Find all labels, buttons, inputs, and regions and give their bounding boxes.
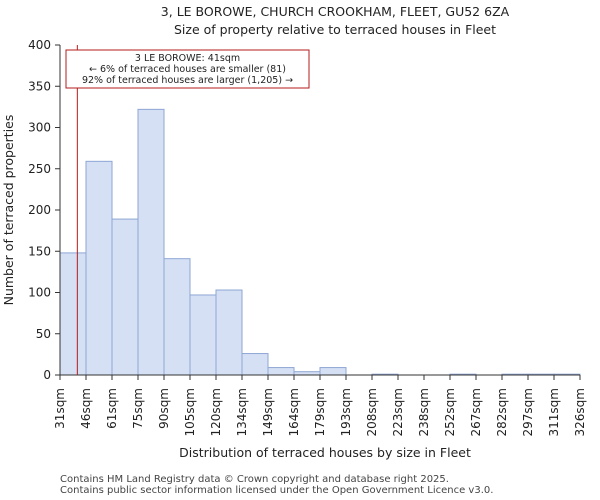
bar-120sqm	[215, 289, 243, 376]
bars-group	[59, 108, 581, 376]
chart-subtitle: Size of property relative to terraced ho…	[174, 22, 496, 37]
x-axis: 31sqm 46sqm 61sqm 75sqm 90sqm 105sqm 120sqm 134…	[53, 374, 587, 436]
bar-46sqm	[85, 160, 113, 376]
bar-134sqm	[241, 353, 269, 376]
bar-90sqm	[163, 258, 191, 376]
x-tick-label: 75sqm	[131, 388, 145, 429]
footer-licence: Contains public sector information licen…	[60, 485, 494, 496]
y-axis: 0 50 100 150 200 250 300 350 400	[28, 38, 61, 382]
x-tick-label: 164sqm	[287, 388, 301, 436]
x-tick-label: 134sqm	[235, 388, 249, 436]
x-tick-label: 149sqm	[261, 388, 275, 436]
x-tick-label: 90sqm	[157, 388, 171, 429]
x-tick-label: 223sqm	[391, 388, 405, 436]
x-tick-label: 120sqm	[209, 388, 223, 436]
y-tick-label: 100	[28, 286, 51, 300]
annotation-larger: 92% of terraced houses are larger (1,205…	[82, 75, 293, 86]
y-tick-label: 250	[28, 162, 51, 176]
x-axis-label: Distribution of terraced houses by size …	[179, 445, 471, 460]
x-tick-label: 326sqm	[573, 388, 587, 436]
y-tick-label: 300	[28, 121, 51, 135]
annotation-smaller: ← 6% of terraced houses are smaller (81)	[89, 64, 286, 75]
x-tick-label: 252sqm	[443, 388, 457, 436]
bar-105sqm	[189, 294, 217, 376]
y-axis-label: Number of terraced properties	[1, 115, 16, 306]
annotation-box	[65, 49, 310, 89]
bar-61sqm	[111, 218, 139, 376]
x-tick-label: 311sqm	[547, 388, 561, 436]
y-tick-label: 0	[43, 368, 51, 382]
x-tick-label: 208sqm	[365, 388, 379, 436]
x-tick-label: 282sqm	[495, 388, 509, 436]
x-tick-label: 61sqm	[105, 388, 119, 429]
y-tick-label: 50	[36, 327, 51, 341]
bar-31sqm	[59, 252, 87, 376]
y-tick-label: 400	[28, 38, 51, 52]
x-tick-label: 31sqm	[53, 388, 67, 429]
footer-copyright: Contains HM Land Registry data © Crown c…	[60, 474, 449, 485]
annotation-title: 3 LE BOROWE: 41sqm	[135, 53, 240, 64]
x-tick-label: 46sqm	[79, 388, 93, 429]
bar-75sqm	[137, 108, 165, 376]
y-tick-label: 200	[28, 203, 51, 217]
bar-179sqm	[319, 367, 347, 376]
x-tick-label: 238sqm	[417, 388, 431, 436]
x-tick-label: 193sqm	[339, 388, 353, 436]
x-tick-label: 105sqm	[183, 388, 197, 436]
x-tick-label: 267sqm	[469, 388, 483, 436]
y-tick-label: 350	[28, 79, 51, 93]
y-tick-label: 150	[28, 244, 51, 258]
chart-title: 3, LE BOROWE, CHURCH CROOKHAM, FLEET, GU…	[161, 4, 510, 19]
x-tick-label: 297sqm	[521, 388, 535, 436]
x-tick-label: 179sqm	[313, 388, 327, 436]
bar-149sqm	[267, 367, 295, 376]
